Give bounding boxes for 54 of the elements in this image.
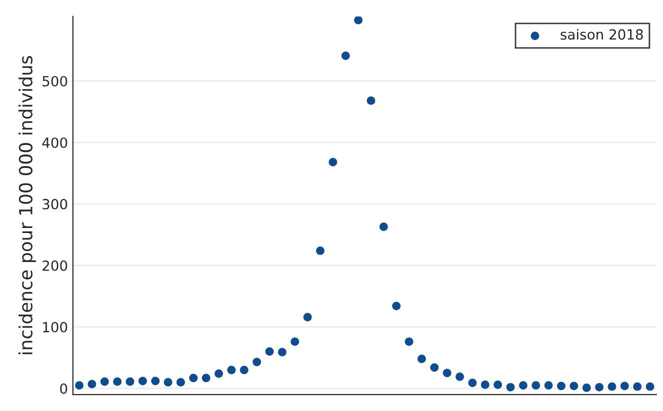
y-tick-label: 500 [42, 76, 68, 86]
point [162, 377, 174, 388]
y-axis-title: incidence pour 100 000 individus [18, 56, 36, 354]
point [86, 379, 98, 390]
point [505, 382, 516, 392]
point [620, 380, 630, 392]
point [480, 380, 490, 390]
point [138, 376, 148, 386]
point [518, 380, 528, 390]
point [606, 381, 618, 392]
point [632, 381, 642, 392]
point [239, 364, 250, 376]
point [315, 246, 326, 256]
point [492, 380, 503, 390]
point [252, 356, 262, 368]
point [201, 372, 212, 384]
point [353, 16, 364, 26]
point [644, 381, 656, 392]
point [214, 368, 224, 379]
point [582, 382, 592, 393]
point [404, 336, 414, 347]
point [429, 362, 440, 373]
point [391, 300, 402, 312]
point [594, 382, 604, 392]
point [366, 96, 376, 106]
point [290, 336, 300, 347]
point [556, 380, 566, 392]
point [150, 376, 160, 386]
point [442, 368, 452, 378]
point [176, 377, 186, 388]
point [226, 364, 237, 376]
y-tick-label: 200 [42, 260, 68, 271]
point [124, 376, 136, 387]
point [340, 50, 351, 61]
point [416, 354, 427, 364]
point [112, 376, 122, 387]
point [467, 378, 478, 388]
y-tick-label: 400 [42, 137, 68, 148]
y-tick-label: 0 [60, 383, 68, 394]
y-tick-label: 100 [43, 322, 68, 332]
point [302, 312, 313, 322]
point [454, 372, 465, 382]
point [264, 346, 275, 357]
point [328, 157, 338, 168]
legend-label: saison 2018 [560, 28, 643, 40]
point [188, 372, 198, 384]
point [100, 376, 110, 387]
point [74, 380, 84, 390]
point [378, 222, 389, 232]
point [568, 380, 580, 392]
point [277, 347, 288, 358]
point [543, 380, 554, 390]
point [530, 380, 541, 390]
y-tick-label: 300 [42, 198, 68, 210]
